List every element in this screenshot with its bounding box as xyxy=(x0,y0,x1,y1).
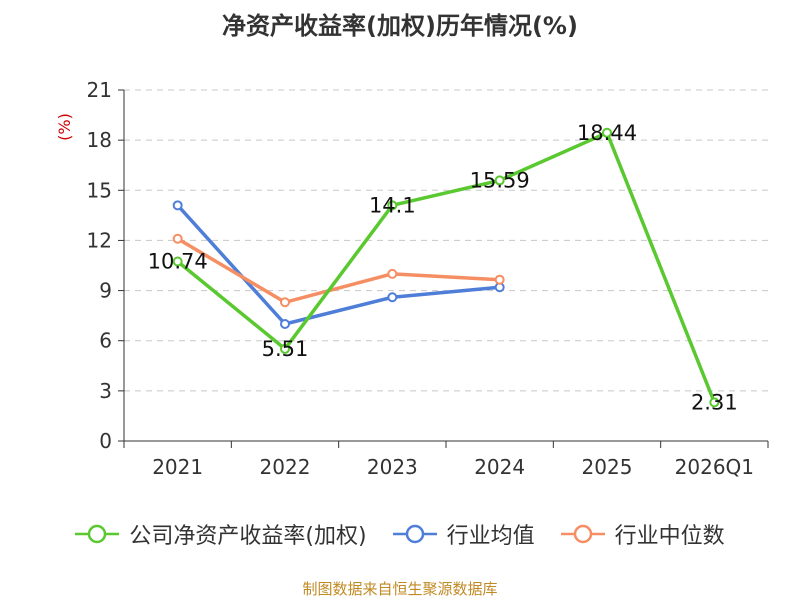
legend-label-industry-median: 行业中位数 xyxy=(614,524,725,549)
legend-label-company-roe: 公司净资产收益率(加权) xyxy=(129,524,367,549)
x-tick-label: 2021 xyxy=(152,455,203,479)
y-tick-label: 12 xyxy=(87,228,112,252)
data-point xyxy=(387,268,398,279)
legend-item-industry-median[interactable]: 行业中位数 xyxy=(560,518,725,550)
x-tick-label: 2024 xyxy=(474,455,525,479)
data-point xyxy=(172,200,183,211)
data-point xyxy=(280,297,290,308)
data-point xyxy=(172,256,183,267)
data-point xyxy=(280,343,290,354)
data-label: 18.44 xyxy=(577,121,637,145)
legend-swatch-industry-median xyxy=(560,524,605,544)
series-line-2 xyxy=(176,237,500,305)
y-tick-label: 6 xyxy=(99,329,112,353)
data-point xyxy=(494,175,505,186)
data-point xyxy=(494,274,505,285)
data-label: 10.74 xyxy=(148,249,208,273)
y-axis-label: (%) xyxy=(55,113,74,141)
y-tick-label: 21 xyxy=(87,78,112,102)
y-tick-label: 0 xyxy=(99,429,112,453)
y-tick-label: 15 xyxy=(87,178,112,202)
y-tick-label: 9 xyxy=(99,279,112,303)
data-point xyxy=(387,200,398,211)
chart-title: 净资产收益率(加权)历年情况(%) xyxy=(222,12,578,40)
data-point xyxy=(387,292,398,303)
legend-swatch-company-roe xyxy=(75,524,120,544)
legend-item-company-roe[interactable]: 公司净资产收益率(加权) xyxy=(75,518,367,550)
data-point xyxy=(280,319,290,329)
legend-item-industry-mean[interactable]: 行业均值 xyxy=(392,518,535,550)
data-label: 2.31 xyxy=(691,390,738,414)
x-tick-label: 2026Q1 xyxy=(675,455,754,479)
source-note: 制图数据来自恒生聚源数据库 xyxy=(302,580,498,598)
data-label: 5.51 xyxy=(262,337,309,361)
legend-swatch-industry-mean xyxy=(392,524,437,544)
data-point xyxy=(602,127,612,138)
legend-label-industry-mean: 行业均值 xyxy=(446,524,535,549)
y-tick-label: 3 xyxy=(99,379,112,403)
data-point xyxy=(172,233,183,244)
series-line-0 xyxy=(176,131,716,404)
y-tick-label: 18 xyxy=(87,128,112,152)
x-tick-label: 2023 xyxy=(367,455,418,479)
x-tick-label: 2022 xyxy=(260,455,311,479)
data-label: 14.1 xyxy=(369,193,416,217)
x-tick-label: 2025 xyxy=(582,455,633,479)
legend: 公司净资产收益率(加权) 行业均值 行业中位数 xyxy=(0,518,800,550)
series-line-1 xyxy=(176,204,500,326)
data-label: 15.59 xyxy=(470,168,530,192)
data-point xyxy=(709,397,720,408)
